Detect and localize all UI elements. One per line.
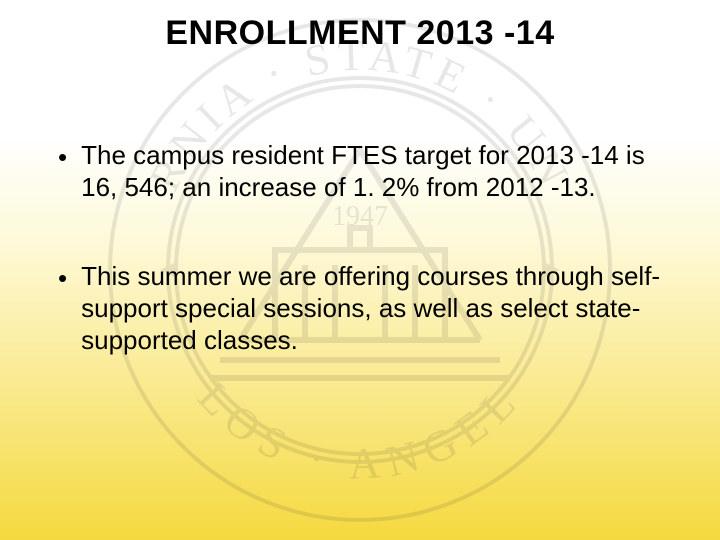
bullet-dot-icon: • [58,142,67,174]
bullet-text: The campus resident FTES target for 2013… [81,140,662,203]
slide-title: ENROLLMENT 2013 -14 [0,14,720,53]
slide-body: • The campus resident FTES target for 20… [58,140,662,415]
slide: RNIA · STATE · UN LOS · ANGEL 1947 ENROL… [0,0,720,540]
bullet-item: • The campus resident FTES target for 20… [58,140,662,203]
bullet-item: • This summer we are offering courses th… [58,261,662,356]
bullet-text: This summer we are offering courses thro… [81,261,662,356]
bullet-dot-icon: • [58,263,67,295]
